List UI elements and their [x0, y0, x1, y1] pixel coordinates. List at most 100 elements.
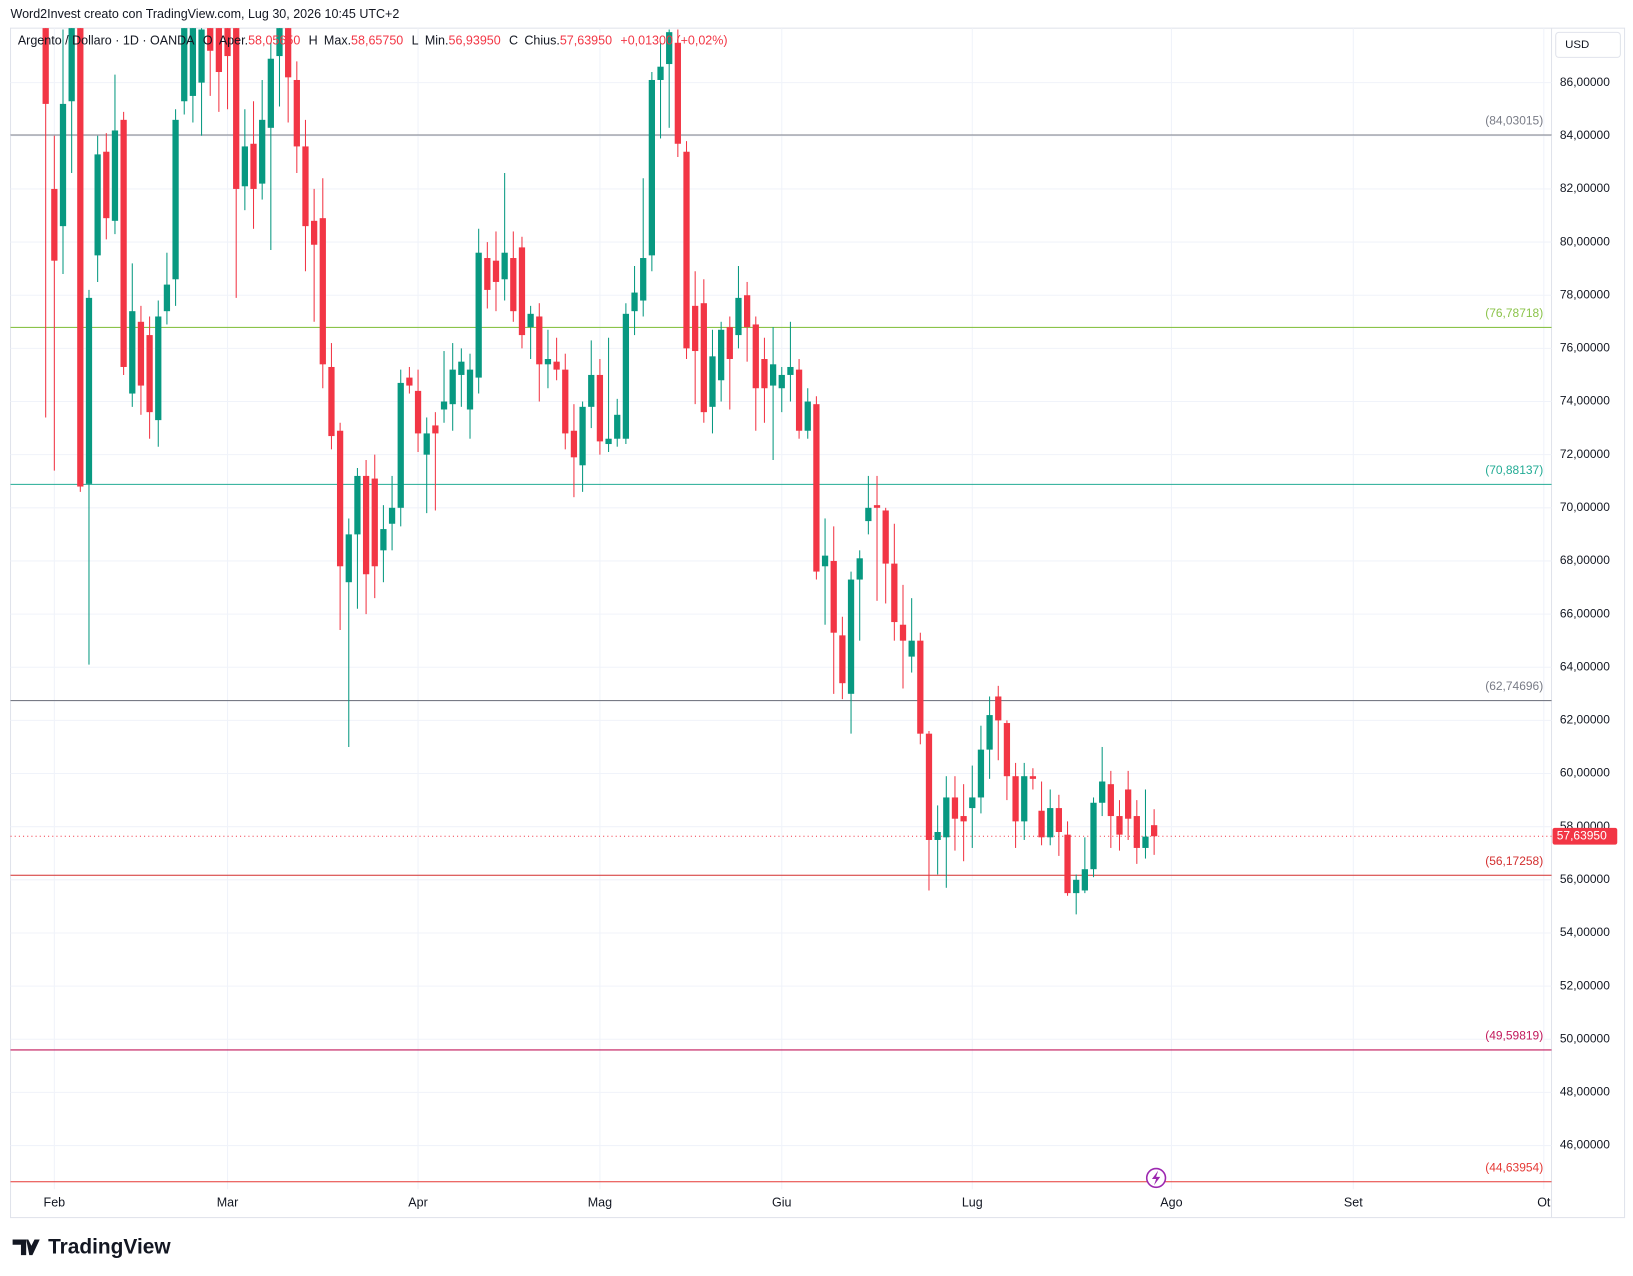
candle-body [544, 359, 552, 365]
candle-body [510, 258, 517, 312]
candle-body [553, 361, 560, 370]
candle-body [336, 430, 344, 567]
candle-body [51, 188, 58, 261]
legend-key: H [309, 34, 318, 48]
lightning-icon[interactable] [1145, 1167, 1167, 1189]
x-tick-label: Mag [588, 1195, 612, 1209]
candle-body [596, 374, 604, 442]
candle-body [1107, 784, 1114, 817]
candle-body [657, 66, 664, 80]
candle-body [302, 146, 309, 227]
candle-body [804, 401, 811, 431]
x-tick-label: Set [1344, 1195, 1363, 1209]
candle-body [241, 146, 248, 187]
candle-body [891, 563, 898, 623]
y-tick-label: 86,00000 [1560, 75, 1610, 89]
candle-body [813, 404, 820, 572]
candle-body [362, 475, 370, 575]
candle-body [821, 555, 829, 567]
candle-body [423, 433, 430, 455]
candle-body [59, 103, 67, 227]
candle-body [969, 797, 976, 809]
level-label: (49,59819) [1485, 1029, 1543, 1043]
candle-body [960, 816, 967, 822]
candle-body [830, 560, 837, 633]
candle-body [934, 831, 941, 840]
candle-body [787, 366, 794, 375]
candle-body [484, 258, 491, 290]
candle-body [85, 297, 93, 484]
candle-body [94, 154, 101, 256]
candle-body [908, 640, 915, 657]
candle-body [778, 374, 785, 389]
candle-body [1064, 834, 1071, 894]
candle-body [146, 335, 153, 413]
candle-body [614, 414, 621, 439]
candle-body [995, 696, 1002, 721]
legend-value: 58,65750 [351, 34, 403, 48]
candle-body [501, 252, 508, 280]
candle-body [631, 292, 638, 312]
y-tick-label: 62,00000 [1560, 713, 1610, 727]
candle-body [951, 797, 959, 819]
candle-body [267, 58, 274, 128]
axes: USD 46,00000 48,00000 50,00000 52,00000 54,0… [44, 31, 1621, 1209]
candle-body [388, 507, 396, 524]
y-tick-label: 72,00000 [1560, 447, 1610, 461]
candle-body [276, 28, 283, 57]
candle-body [873, 505, 881, 508]
candle-body [111, 130, 119, 221]
candle-body [207, 28, 214, 51]
last-price-box [1552, 827, 1618, 845]
level-label: (84,03015) [1485, 114, 1543, 128]
candle-body [536, 316, 543, 365]
candle-body [155, 316, 162, 421]
candle-body [1125, 789, 1132, 819]
candle-body [518, 247, 526, 336]
candle-body [77, 28, 84, 487]
y-tick-label: 84,00000 [1560, 128, 1610, 142]
candle-body [1142, 836, 1149, 848]
currency: USD [1565, 39, 1589, 51]
candle-body [735, 297, 742, 336]
candle-body [562, 369, 569, 434]
x-tick-label: Ago [1160, 1195, 1182, 1209]
legend-key: O [203, 34, 213, 48]
candle-body [406, 377, 413, 386]
candle-body [215, 28, 223, 73]
candle-body [189, 28, 197, 96]
candle-body [917, 640, 924, 734]
y-tick-label: 78,00000 [1560, 287, 1610, 301]
candle-body [752, 324, 759, 389]
candle-body [986, 715, 993, 750]
candle-body [795, 369, 803, 431]
candle-body [570, 430, 578, 458]
candle-body [1047, 808, 1054, 838]
legend-value: 56,93950 [449, 34, 501, 48]
candle-body [380, 529, 387, 551]
level-label: (70,88137) [1485, 463, 1543, 477]
candle-body [839, 635, 846, 684]
y-tick-label: 68,00000 [1560, 553, 1610, 567]
candle-body [1090, 802, 1097, 870]
candle-body [172, 119, 179, 280]
candle-body [605, 438, 612, 445]
candle-body [1012, 776, 1019, 822]
x-tick-label: Apr [408, 1195, 427, 1209]
candle-body [440, 401, 448, 410]
candle-body [743, 295, 751, 328]
candle-body [943, 797, 950, 838]
currency-box[interactable] [1555, 31, 1621, 58]
candle-body [1073, 879, 1080, 894]
candle-body [492, 260, 500, 282]
y-tick-label: 48,00000 [1560, 1085, 1610, 1099]
levels: (84,03015) (76,78718) (70,88137) (62,74696)… [10, 114, 1552, 1183]
candle-body [181, 28, 188, 102]
candle-body [250, 143, 257, 189]
candle-body [1038, 810, 1045, 838]
y-tick-label: 66,00000 [1560, 606, 1610, 620]
credit: Word2Invest creato con TradingView.com, … [11, 7, 400, 21]
legend-change: +0,01300 (+0,02%) [620, 34, 727, 48]
candle-body [1133, 816, 1140, 848]
